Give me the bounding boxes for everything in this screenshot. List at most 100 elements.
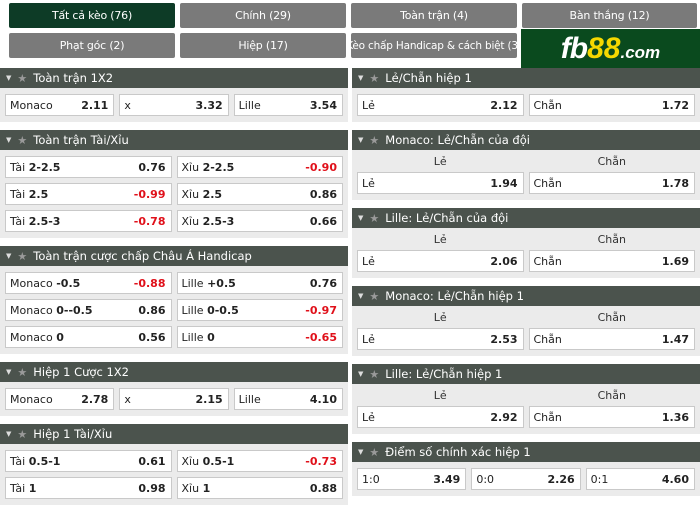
selection-label: x xyxy=(124,98,131,112)
odds-button[interactable]: Lille 0 -0.65 xyxy=(176,326,343,348)
collapse-triangle-icon[interactable]: ▼ xyxy=(358,370,364,378)
odds-button[interactable]: Tài 2-2.5 0.76 xyxy=(5,156,172,178)
favorite-star-icon[interactable]: ★ xyxy=(17,71,28,85)
favorite-star-icon[interactable]: ★ xyxy=(369,289,380,303)
tab-6[interactable]: Kèo chấp Handicap & cách biệt (3) xyxy=(346,33,522,58)
column-label: Lẻ xyxy=(433,311,447,324)
odds-button[interactable]: Chẵn 1.36 xyxy=(528,406,695,428)
odds-button[interactable]: Chẵn 1.72 xyxy=(528,94,695,116)
odds-button[interactable]: Lẻ 2.53 xyxy=(357,328,524,350)
odds-button[interactable]: Chẵn 1.69 xyxy=(528,250,695,272)
selection-label: Monaco xyxy=(10,276,53,290)
odds-row: Monaco 0--0.5 0.86 Lille 0-0.5 -0.97 xyxy=(5,299,343,321)
selection-name: Tài 1 xyxy=(10,482,36,495)
favorite-star-icon[interactable]: ★ xyxy=(369,445,380,459)
odds-value: 4.60 xyxy=(661,472,689,486)
odds-button[interactable]: Monaco 2.11 xyxy=(5,94,115,116)
favorite-star-icon[interactable]: ★ xyxy=(17,249,28,263)
market-header[interactable]: ▼ ★ Lille: Lẻ/Chẵn hiệp 1 xyxy=(352,364,700,384)
collapse-triangle-icon[interactable]: ▼ xyxy=(6,136,12,144)
selection-label: Tài xyxy=(10,160,26,174)
odds-button[interactable]: Xỉu 2.5 0.86 xyxy=(176,183,343,205)
odds-button[interactable]: Lille 4.10 xyxy=(233,388,343,410)
market-header[interactable]: ▼ ★ Hiệp 1 Tài/Xỉu xyxy=(0,424,348,444)
odds-button[interactable]: Lẻ 2.12 xyxy=(357,94,524,116)
selection-label: Lẻ xyxy=(362,254,375,268)
collapse-triangle-icon[interactable]: ▼ xyxy=(358,214,364,222)
selection-label: 1:0 xyxy=(362,472,380,486)
odds-button[interactable]: x 2.15 xyxy=(119,388,229,410)
odds-button[interactable]: Monaco -0.5 -0.88 xyxy=(5,272,172,294)
odds-value: 0.61 xyxy=(138,454,166,468)
odds-value: 3.49 xyxy=(433,472,461,486)
market-header[interactable]: ▼ ★ Hiệp 1 Cược 1X2 xyxy=(0,362,348,382)
selection-name: 0:0 xyxy=(476,473,494,486)
odds-button[interactable]: Chẵn 1.47 xyxy=(528,328,695,350)
odds-button[interactable]: Lẻ 2.92 xyxy=(357,406,524,428)
collapse-triangle-icon[interactable]: ▼ xyxy=(6,252,12,260)
odds-button[interactable]: Xỉu 2-2.5 -0.90 xyxy=(176,156,343,178)
column-label: Chẵn xyxy=(597,233,626,246)
market-header[interactable]: ▼ ★ Toàn trận cược chấp Châu Á Handicap xyxy=(0,246,348,266)
odds-button[interactable]: x 3.32 xyxy=(119,94,229,116)
odds-button[interactable]: Xỉu 1 0.88 xyxy=(176,477,343,499)
odds-value: 1.47 xyxy=(661,332,689,346)
selection-line: 0.5-1 xyxy=(202,454,235,468)
collapse-triangle-icon[interactable]: ▼ xyxy=(358,292,364,300)
selection-line: 0--0.5 xyxy=(56,303,93,317)
market-title: Lille: Lẻ/Chẵn hiệp 1 xyxy=(385,367,503,381)
tab-2[interactable]: Toàn trận (4) xyxy=(351,3,517,28)
collapse-triangle-icon[interactable]: ▼ xyxy=(6,74,12,82)
odds-button[interactable]: Lille 0-0.5 -0.97 xyxy=(176,299,343,321)
favorite-star-icon[interactable]: ★ xyxy=(369,211,380,225)
favorite-star-icon[interactable]: ★ xyxy=(17,365,28,379)
odds-button[interactable]: Tài 2.5-3 -0.78 xyxy=(5,210,172,232)
market-header[interactable]: ▼ ★ Lille: Lẻ/Chẵn của đội xyxy=(352,208,700,228)
odds-button[interactable]: Monaco 2.78 xyxy=(5,388,115,410)
odds-button[interactable]: Chẵn 1.78 xyxy=(528,172,695,194)
selection-label: Monaco xyxy=(10,303,53,317)
collapse-triangle-icon[interactable]: ▼ xyxy=(358,136,364,144)
odds-button[interactable]: Xỉu 0.5-1 -0.73 xyxy=(176,450,343,472)
odds-button[interactable]: 0:1 4.60 xyxy=(585,468,695,490)
odds-button[interactable]: Monaco 0--0.5 0.86 xyxy=(5,299,172,321)
collapse-triangle-icon[interactable]: ▼ xyxy=(358,448,364,456)
collapse-triangle-icon[interactable]: ▼ xyxy=(6,430,12,438)
favorite-star-icon[interactable]: ★ xyxy=(369,133,380,147)
favorite-star-icon[interactable]: ★ xyxy=(17,133,28,147)
odds-button[interactable]: Lẻ 2.06 xyxy=(357,250,524,272)
favorite-star-icon[interactable]: ★ xyxy=(369,71,380,85)
odds-button[interactable]: Lille +0.5 0.76 xyxy=(176,272,343,294)
selection-label: x xyxy=(124,392,131,406)
favorite-star-icon[interactable]: ★ xyxy=(17,427,28,441)
odds-button[interactable]: 1:0 3.49 xyxy=(357,468,467,490)
selection-line: 2.5-3 xyxy=(202,214,235,228)
odds-button[interactable]: Xỉu 2.5-3 0.66 xyxy=(176,210,343,232)
tab-1[interactable]: Chính (29) xyxy=(180,3,346,28)
collapse-triangle-icon[interactable]: ▼ xyxy=(358,74,364,82)
tab-3[interactable]: Bàn thắng (12) xyxy=(522,3,697,28)
market-header[interactable]: ▼ ★ Toàn trận 1X2 xyxy=(0,68,348,88)
market-header[interactable]: ▼ ★ Toàn trận Tài/Xỉu xyxy=(0,130,348,150)
market-panel: 1:0 3.49 0:0 2.26 0:1 4.60 xyxy=(352,462,700,496)
odds-button[interactable]: Tài 2.5 -0.99 xyxy=(5,183,172,205)
tab-4[interactable]: Phạt góc (2) xyxy=(9,33,175,58)
selection-label: Chẵn xyxy=(533,98,562,112)
tab-0[interactable]: Tất cả kèo (76) xyxy=(9,3,175,28)
odds-button[interactable]: 0:0 2.26 xyxy=(471,468,581,490)
odds-button[interactable]: Monaco 0 0.56 xyxy=(5,326,172,348)
market-section: ▼ ★ Monaco: Lẻ/Chẵn hiệp 1 Lẻ Chẵn Lẻ 2.53 Chẵn… xyxy=(352,286,700,356)
market-header[interactable]: ▼ ★ Monaco: Lẻ/Chẵn hiệp 1 xyxy=(352,286,700,306)
tab-5[interactable]: Hiệp (17) xyxy=(180,33,346,58)
selection-name: Lille 0 xyxy=(182,331,215,344)
odds-button[interactable]: Lille 3.54 xyxy=(233,94,343,116)
market-header[interactable]: ▼ ★ Monaco: Lẻ/Chẵn của đội xyxy=(352,130,700,150)
odds-button[interactable]: Lẻ 1.94 xyxy=(357,172,524,194)
selection-name: Chẵn xyxy=(534,177,562,190)
odds-button[interactable]: Tài 0.5-1 0.61 xyxy=(5,450,172,472)
market-header[interactable]: ▼ ★ Lẻ/Chẵn hiệp 1 xyxy=(352,68,700,88)
odds-button[interactable]: Tài 1 0.98 xyxy=(5,477,172,499)
collapse-triangle-icon[interactable]: ▼ xyxy=(6,368,12,376)
favorite-star-icon[interactable]: ★ xyxy=(369,367,380,381)
market-header[interactable]: ▼ ★ Điểm số chính xác hiệp 1 xyxy=(352,442,700,462)
